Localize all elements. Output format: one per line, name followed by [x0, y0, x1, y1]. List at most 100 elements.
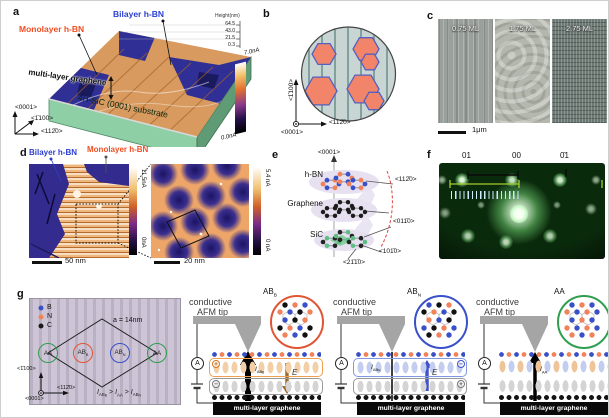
- site-abb-label: ABB: [77, 348, 89, 358]
- graphene-atom-row-3: [498, 394, 608, 401]
- current-label-abb: IABB: [255, 366, 265, 375]
- axis-1-label-e: <112̄0>: [395, 176, 417, 183]
- charge-plus-2: +: [457, 380, 465, 388]
- cafm-diagram-abb: conductive AFM tip ABB: [189, 287, 324, 417]
- scalebar-c-label: 1μm: [472, 125, 487, 134]
- hbn-atoms: [320, 171, 368, 191]
- lower-orbital-layer-1: [209, 378, 323, 395]
- panel-letter-f: f: [427, 149, 431, 161]
- graphene-electrode-1: multi-layer graphene: [213, 402, 321, 415]
- ammeter-1: A: [191, 357, 204, 370]
- hbn-orbital-layer-1: [209, 358, 323, 377]
- legend-label-C: C: [47, 322, 53, 329]
- afm-tip-title-2b: AFM tip: [341, 307, 373, 317]
- axis-m-label: <1̄100>: [31, 115, 54, 122]
- moire-period-label: a = 14nm: [113, 317, 143, 324]
- axis-c-label: <0001>: [15, 104, 38, 111]
- axis-c-label-e: <0001>: [318, 149, 341, 156]
- bilayer-hbn-label: Bilayer h-BN: [113, 9, 165, 19]
- sem-image-2: 1.75 ML: [495, 19, 550, 123]
- height-tick: 21.5: [225, 35, 235, 41]
- stm-image-large-overlay: [29, 164, 129, 258]
- sem-image-1: 0.75 ML: [438, 19, 493, 123]
- graphene-atom-row-1: [211, 394, 321, 401]
- coverage-label-2: 1.75 ML: [508, 24, 537, 33]
- leed-satellite-ticks: [451, 191, 519, 199]
- afm-tip-title-3b: AFM tip: [484, 307, 516, 317]
- stacking-label-abb: ABB: [263, 287, 277, 299]
- efield-label-1: E: [292, 368, 298, 377]
- leed-vignette: [439, 163, 605, 259]
- efield-label-2: E: [432, 368, 438, 377]
- height-tick: 0.3: [228, 42, 235, 48]
- rotation-guide-line: [380, 170, 393, 248]
- axis-v-label-g: <1̄100>: [17, 366, 36, 372]
- ammeter-3: A: [478, 357, 491, 370]
- stacking-label-aa: AA: [554, 287, 565, 296]
- height-scale-title: Height(nm): [215, 13, 240, 19]
- stacking-label-abn: ABN: [407, 287, 422, 299]
- stm-image-moire: [151, 164, 249, 258]
- graphene-atom-row-2: [355, 394, 465, 401]
- axis-h-label-g: <112̄0>: [57, 385, 76, 391]
- lower-orbital-layer-3: [498, 379, 608, 393]
- leed-marks: [449, 169, 603, 188]
- stacking-inset-aa: [557, 295, 608, 349]
- panel-letter-d: d: [20, 147, 27, 159]
- layer-label-graphene: Graphene: [287, 199, 323, 208]
- layer-label-hbn: h-BN: [304, 170, 323, 179]
- scalebar-50nm-label: 50 nm: [65, 256, 86, 265]
- lower-orbital-layer-2: [353, 378, 467, 395]
- afm-tip-title-3a: conductive: [476, 297, 520, 307]
- cafm-diagram-abn: conductive AFM tip ABN: [333, 287, 468, 417]
- cafm-diagram-aa: conductive AFM tip AA: [476, 287, 608, 417]
- current-label-aa: IAA: [540, 366, 548, 375]
- axis-h-label-b: <112̄0>: [329, 119, 351, 126]
- axis-2-label-e: <011̄0>: [393, 218, 415, 225]
- charge-minus-1: −: [212, 380, 220, 388]
- axis-o-label-g: <0001>: [25, 396, 44, 402]
- site-aa-left-label: AA: [43, 349, 53, 357]
- afm-tip-title-1a: conductive: [189, 297, 233, 307]
- legend-dot-C: [38, 323, 44, 329]
- sem-image-3: 2.75 ML: [552, 19, 607, 123]
- leed-spot-label-01: 01: [462, 151, 471, 160]
- hbn-atom-row-2: [355, 351, 465, 358]
- leed-pattern-image: [439, 163, 605, 259]
- layer-label-sic: SiC: [310, 230, 323, 239]
- surface-top: [49, 31, 251, 137]
- legend-dot-N: [38, 314, 44, 320]
- coverage-label-1: 0.75 ML: [451, 24, 480, 33]
- axis-a-label: <112̄0>: [41, 128, 63, 135]
- panel-letter-a: a: [13, 6, 20, 18]
- panel-letter-g: g: [17, 288, 24, 300]
- hbn-island-schematic: [300, 26, 397, 122]
- ammeter-2: A: [335, 357, 348, 370]
- axis-3-label-e: <101̄0>: [379, 248, 402, 255]
- graphene-atoms: [320, 200, 368, 218]
- monolayer-hbn-label: Monolayer h-BN: [19, 24, 85, 34]
- legend-label-N: N: [47, 313, 53, 320]
- coverage-label-3: 2.75 ML: [565, 24, 594, 33]
- scalebar-20nm-label: 20 nm: [184, 256, 205, 265]
- charge-plus-1: +: [212, 360, 220, 368]
- colorbar-right: [253, 167, 261, 255]
- hbn-atom-row-1: [211, 351, 321, 358]
- graphene-electrode-2: multi-layer graphene: [357, 402, 465, 415]
- moire-unit-cell: [166, 209, 210, 249]
- panel-letter-c: c: [427, 10, 434, 22]
- graphene-electrode-3: multi-layer graphene: [500, 402, 608, 415]
- scalebar-c: [438, 131, 466, 134]
- legend-label-B: B: [47, 304, 52, 311]
- stacking-inset-abn: [414, 295, 468, 349]
- stacking-inset-abb: [270, 295, 324, 349]
- leed-spot-label-0m1: 0̄1: [560, 151, 569, 160]
- leed-spot-label-00: 00: [512, 151, 521, 160]
- axis-o-label-b: <0001>: [281, 129, 304, 136]
